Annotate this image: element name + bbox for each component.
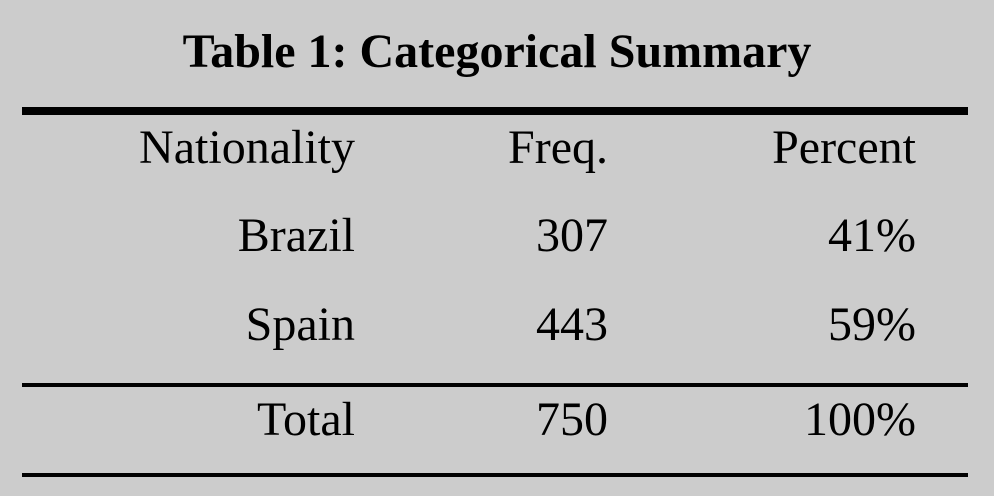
total-freq: 750: [536, 393, 608, 446]
row-brazil-nationality: Brazil: [237, 209, 355, 262]
total-separator-rule: [22, 383, 968, 387]
row-spain-freq: 443: [536, 298, 608, 351]
header-percent: Percent: [772, 121, 916, 174]
total-label: Total: [257, 393, 355, 446]
row-brazil-percent: 41%: [828, 209, 916, 262]
header-nationality: Nationality: [139, 121, 355, 174]
total-percent: 100%: [804, 393, 916, 446]
header-freq: Freq.: [508, 121, 608, 174]
row-spain-nationality: Spain: [245, 298, 355, 351]
table-title: Table 1: Categorical Summary: [182, 25, 812, 78]
bottom-rule: [22, 473, 968, 477]
row-spain-percent: 59%: [828, 298, 916, 351]
top-rule: [22, 107, 968, 115]
row-brazil-freq: 307: [536, 209, 608, 262]
